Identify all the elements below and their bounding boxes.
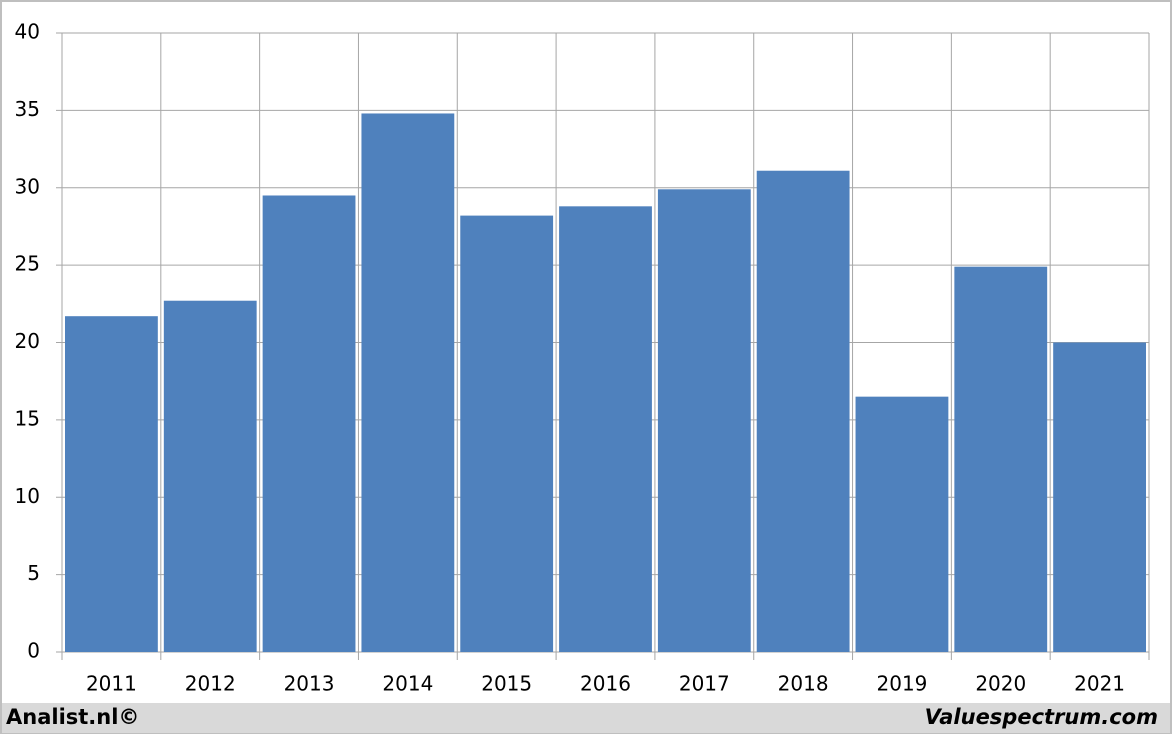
- bar: [262, 195, 356, 653]
- x-tick-label: 2018: [778, 672, 829, 696]
- y-tick-label: 25: [15, 252, 40, 276]
- bar: [460, 215, 554, 653]
- bar: [657, 189, 751, 653]
- y-tick-label: 20: [15, 329, 40, 353]
- credit-right: Valuespectrum.com: [925, 705, 1158, 729]
- bar: [954, 266, 1048, 652]
- footer-band: [2, 703, 1170, 733]
- y-tick-label: 30: [15, 174, 40, 198]
- bar: [756, 170, 850, 653]
- x-tick-label: 2014: [382, 672, 433, 696]
- bar: [559, 206, 652, 652]
- x-tick-label: 2017: [679, 672, 730, 696]
- x-tick-label: 2021: [1074, 672, 1125, 696]
- bar: [855, 396, 949, 652]
- bar: [65, 316, 158, 652]
- bar: [361, 113, 455, 653]
- y-tick-label: 0: [27, 639, 40, 663]
- x-tick-label: 2019: [877, 672, 928, 696]
- y-tick-label: 5: [27, 561, 40, 585]
- x-tick-label: 2016: [580, 672, 631, 696]
- x-tick-label: 2020: [975, 672, 1026, 696]
- y-tick-label: 10: [15, 484, 40, 508]
- x-tick-label: 2011: [86, 672, 137, 696]
- bar: [1053, 342, 1146, 652]
- x-tick-label: 2015: [481, 672, 532, 696]
- y-tick-label: 15: [15, 406, 40, 430]
- x-tick-label: 2012: [185, 672, 236, 696]
- y-tick-label: 35: [15, 97, 40, 121]
- credit-left: Analist.nl©: [6, 705, 139, 729]
- y-tick-label: 40: [15, 20, 40, 44]
- bar: [163, 300, 257, 652]
- x-tick-label: 2013: [284, 672, 335, 696]
